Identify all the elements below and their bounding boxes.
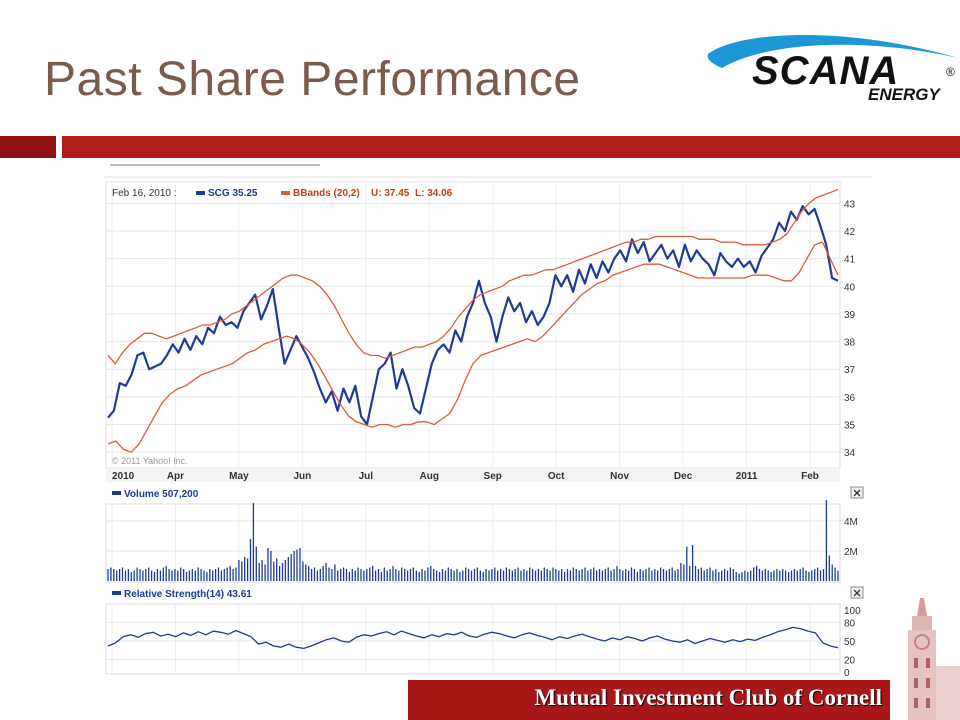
volume-close-button[interactable] xyxy=(850,486,864,499)
rsi-series-line xyxy=(107,626,839,650)
chart-background xyxy=(104,164,872,678)
price-x-tick-label: Apr xyxy=(167,471,184,482)
rsi-legend-label: Relative Strength(14) 43.61 xyxy=(124,589,252,600)
scg-legend-swatch xyxy=(196,191,205,195)
price-x-tick-label: 2011 xyxy=(736,471,758,482)
price-y-tick-label: 36 xyxy=(844,393,856,404)
rsi-y-tick-label: 100 xyxy=(844,606,861,617)
price-y-tick-label: 34 xyxy=(844,448,856,459)
price-y-tick-label: 41 xyxy=(844,255,856,266)
price-x-tick-label: Jun xyxy=(293,471,311,482)
rsi-legend-swatch xyxy=(112,591,121,595)
price-x-tick-label: Dec xyxy=(674,471,693,482)
x-axis-strip xyxy=(106,468,840,482)
price-x-tick-label: May xyxy=(229,471,249,482)
bbands-lower-label: L: 34.06 xyxy=(415,188,453,199)
price-y-tick-label: 39 xyxy=(844,310,856,321)
volume-y-tick-label: 4M xyxy=(844,517,858,528)
rsi-panel xyxy=(105,603,841,675)
rsi-y-tick-label: 80 xyxy=(844,618,856,629)
price-y-tick-label: 37 xyxy=(844,365,856,376)
logo-swoosh xyxy=(707,35,958,68)
volume-y-ticks: 4M 2M xyxy=(844,517,858,558)
price-y-tick-label: 43 xyxy=(844,199,856,210)
logo-subtext: ENERGY xyxy=(868,85,941,104)
bbands-legend-label: BBands (20,2) xyxy=(293,188,360,199)
price-y-tick-label: 38 xyxy=(844,338,856,349)
rsi-y-tick-label: 0 xyxy=(844,668,850,678)
tower-body xyxy=(908,630,936,720)
price-x-tick-label: Aug xyxy=(420,471,439,482)
rsi-line xyxy=(107,626,839,650)
volume-bars xyxy=(107,500,839,581)
price-legend-date: Feb 16, 2010 : xyxy=(112,188,177,199)
price-y-ticks: 34 35 36 37 38 39 40 41 42 43 xyxy=(844,199,856,459)
price-x-tick-label: Jul xyxy=(359,471,374,482)
price-x-ticks: 2010 Apr May Jun Jul Aug Sep Oct Nov Dec 2011 Feb xyxy=(112,471,819,482)
tower-wing xyxy=(936,666,960,720)
price-x-tick-label: Nov xyxy=(610,471,629,482)
scg-legend-label: SCG 35.25 xyxy=(208,188,258,199)
price-grid xyxy=(106,182,840,468)
scg-price-line xyxy=(107,204,839,426)
volume-panel xyxy=(105,503,841,583)
close-icon[interactable] xyxy=(853,589,861,597)
price-x-tick-label: Oct xyxy=(548,471,565,482)
accent-bar-main xyxy=(62,136,960,158)
volume-legend-label: Volume 507,200 xyxy=(124,489,199,500)
slide-title: Past Share Performance xyxy=(44,53,581,106)
logo-registered: ® xyxy=(946,65,955,79)
footer-banner: Mutual Investment Club of Cornell xyxy=(408,680,890,720)
bbands-upper-label: U: 37.45 xyxy=(371,188,410,199)
tower-clock xyxy=(914,634,930,650)
bbands-legend-swatch xyxy=(281,191,290,195)
volume-y-tick-label: 2M xyxy=(844,547,858,558)
price-x-tick-label: 2010 xyxy=(112,471,135,482)
tower-windows xyxy=(914,658,930,708)
price-y-tick-label: 42 xyxy=(844,227,856,238)
scana-energy-logo: SCANA ® ENERGY xyxy=(707,35,958,104)
logo-wordmark: SCANA xyxy=(752,49,899,93)
price-copyright: © 2011 Yahoo! Inc. xyxy=(112,456,188,466)
rsi-y-tick-label: 20 xyxy=(844,656,856,667)
bbands-upper-line xyxy=(107,188,839,365)
close-icon[interactable] xyxy=(853,489,861,497)
rsi-close-button[interactable] xyxy=(850,586,864,599)
clock-tower-icon xyxy=(908,598,960,720)
price-x-tick-label: Feb xyxy=(801,471,819,482)
stock-chart: Feb 16, 2010 : SCG 35.25 BBands (20,2) U… xyxy=(104,164,872,678)
price-y-tick-label: 35 xyxy=(844,421,856,432)
bbands-lower-line xyxy=(107,241,839,453)
volume-legend-swatch xyxy=(112,491,121,495)
footer-club-name: Mutual Investment Club of Cornell xyxy=(534,685,882,710)
price-x-tick-label: Sep xyxy=(484,471,502,482)
rsi-y-tick-label: 50 xyxy=(844,637,856,648)
accent-bar-left xyxy=(0,136,56,158)
tower-top xyxy=(912,616,932,630)
price-lines xyxy=(107,188,839,453)
price-y-tick-label: 40 xyxy=(844,282,856,293)
tower-spire xyxy=(917,598,927,616)
volume-header xyxy=(106,486,840,502)
